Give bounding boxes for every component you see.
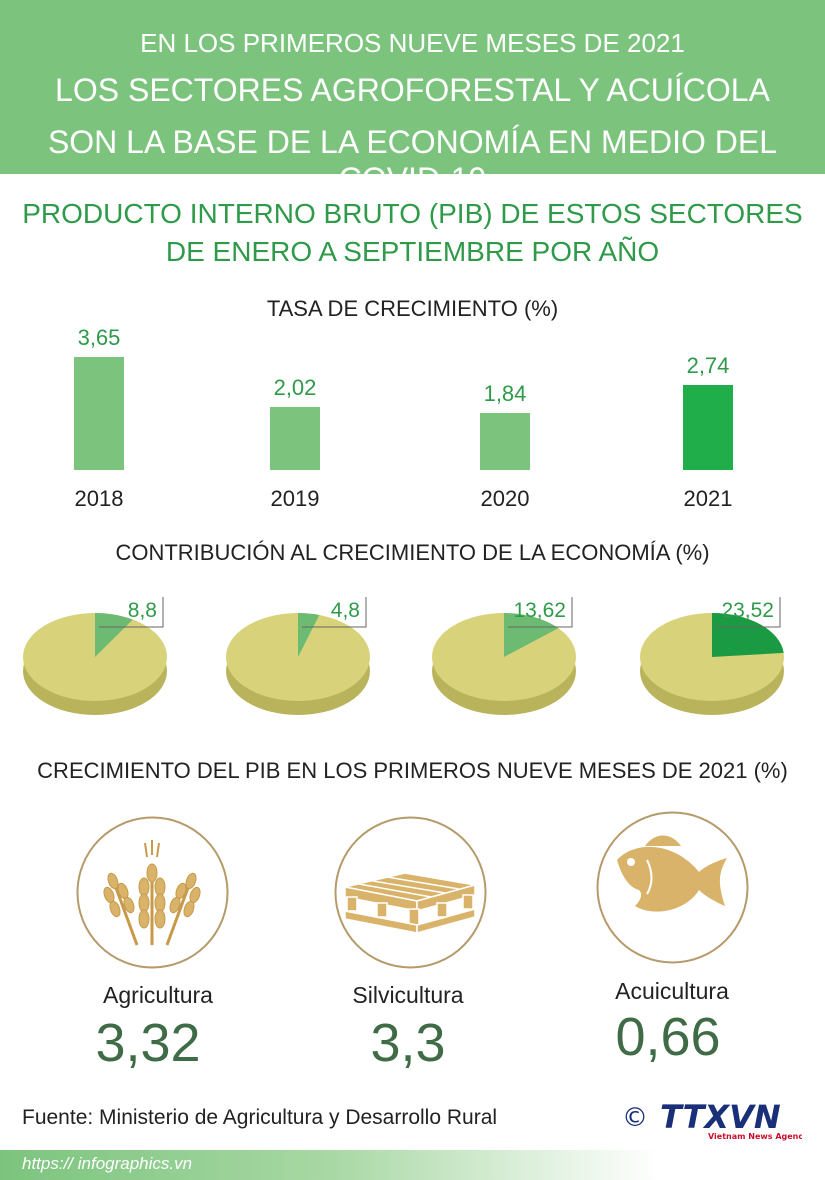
bar-value-2019: 2,02 (273, 375, 317, 401)
header-banner: EN LOS PRIMEROS NUEVE MESES DE 2021 LOS … (0, 0, 825, 197)
subtitle-line-2: DE ENERO A SEPTIEMBRE POR AÑO (165, 236, 660, 267)
bar-2019 (270, 407, 320, 470)
pie-2018: 8,8 (23, 597, 167, 715)
header-line-2: LOS SECTORES AGROFORESTAL Y ACUÍCOLA (55, 72, 770, 108)
pie-slice-2021 (712, 613, 784, 657)
sector-label-agriculture: Agricultura (103, 982, 213, 1008)
bar-2021 (683, 385, 733, 470)
timber-icon (333, 815, 488, 975)
pie-callout-line (99, 597, 164, 628)
header-line-3: SON LA BASE DE LA ECONOMÍA EN MEDIO DEL … (47, 124, 778, 197)
logo-copyright: © (622, 1103, 648, 1133)
logo-tagline: Vietnam News Agency (708, 1132, 802, 1141)
contribution-pie-charts: 8,8 4,8 13,62 23,52 (23, 597, 784, 715)
sector-value-agriculture: 3,32 (95, 1013, 201, 1073)
bar-2020 (480, 413, 530, 470)
sector-value-aquaculture: 0,66 (615, 1007, 721, 1067)
pie-callout-line (302, 597, 367, 628)
fish-icon (595, 810, 750, 970)
pie-slice-2018 (95, 613, 133, 657)
pie-2020: 13,62 (432, 597, 576, 715)
footer-url-link[interactable]: https:// infographics.vn (22, 1154, 193, 1173)
pie-callout-line (716, 597, 781, 628)
pie-value-2018: 8,8 (128, 599, 157, 622)
bar-2018 (74, 357, 124, 470)
bar-year-2019: 2019 (270, 486, 320, 511)
wheat-icon (75, 815, 230, 975)
pie-2021: 23,52 (640, 597, 784, 715)
growth-rate-title: TASA DE CRECIMIENTO (%) (266, 296, 559, 321)
bar-year-2021: 2021 (683, 486, 733, 511)
contribution-title: CONTRIBUCIÓN AL CRECIMIENTO DE LA ECONOM… (115, 540, 710, 565)
bar-value-2021: 2,74 (686, 353, 730, 379)
pie-callout-line (508, 597, 573, 628)
pie-slice-2020 (504, 613, 559, 657)
sector-label-aquaculture: Acuicultura (615, 978, 729, 1004)
sector-label-forestry: Silvicultura (352, 982, 464, 1008)
bar-year-2020: 2020 (480, 486, 530, 511)
bar-value-2020: 1,84 (483, 381, 527, 407)
header-line-1: EN LOS PRIMEROS NUEVE MESES DE 2021 (140, 28, 685, 58)
pie-value-2021: 23,52 (721, 599, 774, 622)
growth-bar-chart: 3,65 2018 2,02 2019 1,84 2020 2,74 2021 (0, 320, 825, 520)
source-note: Fuente: Ministerio de Agricultura y Desa… (22, 1106, 498, 1129)
logo-name: TTXVN (660, 1098, 781, 1136)
pie-slice-2019 (298, 613, 320, 657)
bar-year-2018: 2018 (74, 486, 124, 511)
bar-value-2018: 3,65 (77, 325, 121, 350)
pie-value-2019: 4,8 (331, 599, 360, 622)
sector-value-forestry: 3,3 (370, 1013, 446, 1073)
pie-value-2020: 13,62 (513, 599, 566, 622)
subtitle-line-1: PRODUCTO INTERNO BRUTO (PIB) DE ESTOS SE… (22, 198, 803, 229)
ttxvn-logo: © TTXVN Vietnam News Agency (622, 1098, 809, 1147)
pie-2019: 4,8 (226, 597, 370, 715)
sector-growth-title: CRECIMIENTO DEL PIB EN LOS PRIMEROS NUEV… (37, 758, 788, 783)
footer-bar: https:// infographics.vn (0, 1150, 825, 1180)
